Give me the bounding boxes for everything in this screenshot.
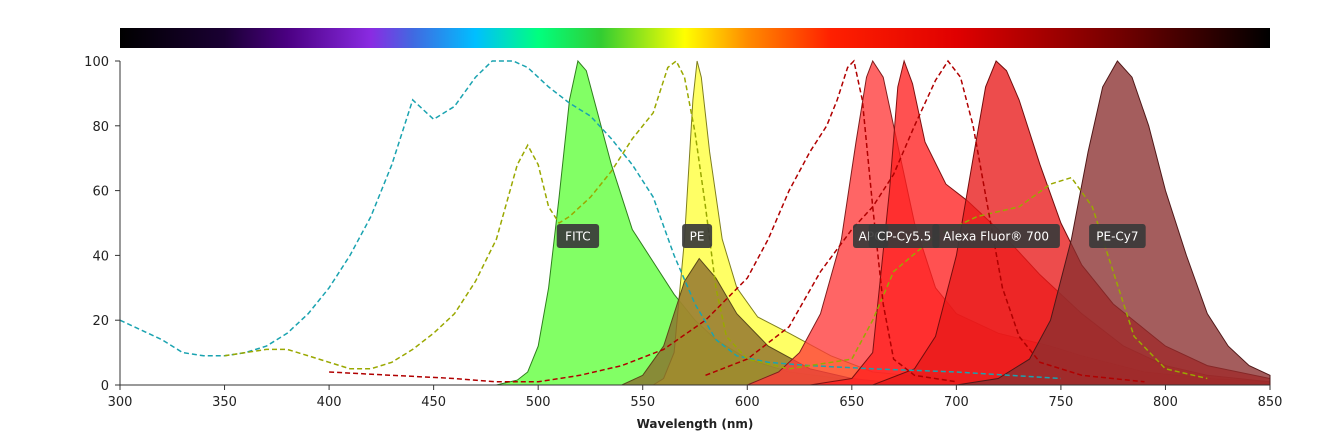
dye-label-box <box>932 224 1060 248</box>
dye-label-text: Alexa Fluor® 700 <box>943 230 1049 244</box>
emission-spectra <box>496 59 1271 386</box>
x-tick-label: 550 <box>630 395 655 410</box>
dye-label-fitc: FITC <box>556 224 600 248</box>
dye-label-box <box>1089 224 1146 248</box>
emission-area-pe-cy7 <box>956 60 1271 386</box>
dye-label-box <box>868 224 940 248</box>
x-tick-label: 800 <box>1153 395 1178 410</box>
x-tick-label: 300 <box>108 395 133 410</box>
spectrum-color-bar <box>120 28 1270 48</box>
x-tick-label: 700 <box>944 395 969 410</box>
excitation-line-pe-excitation <box>224 59 1208 380</box>
y-tick-label: 0 <box>101 379 109 394</box>
dye-label-cp-cy5-5: CP-Cy5.5 <box>868 224 940 248</box>
dye-label-text: PE <box>690 230 705 244</box>
dye-label-box <box>556 224 600 248</box>
y-tick-label: 80 <box>92 120 109 135</box>
dye-label-text: CP-Cy5.5 <box>877 230 931 244</box>
x-tick-label: 350 <box>212 395 237 410</box>
y-tick-label: 40 <box>92 249 109 264</box>
y-tick-label: 60 <box>92 185 109 200</box>
x-tick-label: 500 <box>526 395 551 410</box>
y-tick-label: 20 <box>92 314 109 329</box>
x-tick-label: 850 <box>1258 395 1283 410</box>
y-axis-ticks: 0 20 40 60 80 100 <box>84 55 120 394</box>
dye-label-pe: PE <box>682 224 713 248</box>
dye-label-box <box>682 224 713 248</box>
dye-label-pe-cy7: PE-Cy7 <box>1089 224 1146 248</box>
axes: 300 350 400 450 500 550 600 650 700 750 800 850 0 20… <box>84 55 1282 431</box>
x-tick-label: 450 <box>421 395 446 410</box>
dye-label-text: FITC <box>565 230 590 244</box>
y-tick-label: 100 <box>84 55 109 70</box>
x-tick-label: 750 <box>1048 395 1073 410</box>
x-axis-ticks: 300 350 400 450 500 550 600 650 700 750 800 850 <box>108 385 1283 410</box>
x-tick-label: 650 <box>839 395 864 410</box>
dye-label-text: PE-Cy7 <box>1096 230 1138 244</box>
x-tick-label: 600 <box>735 395 760 410</box>
dye-label-alexa-fluor-700: Alexa Fluor® 700 <box>932 224 1060 248</box>
x-tick-label: 400 <box>317 395 342 410</box>
x-axis-title: Wavelength (nm) <box>637 417 754 431</box>
